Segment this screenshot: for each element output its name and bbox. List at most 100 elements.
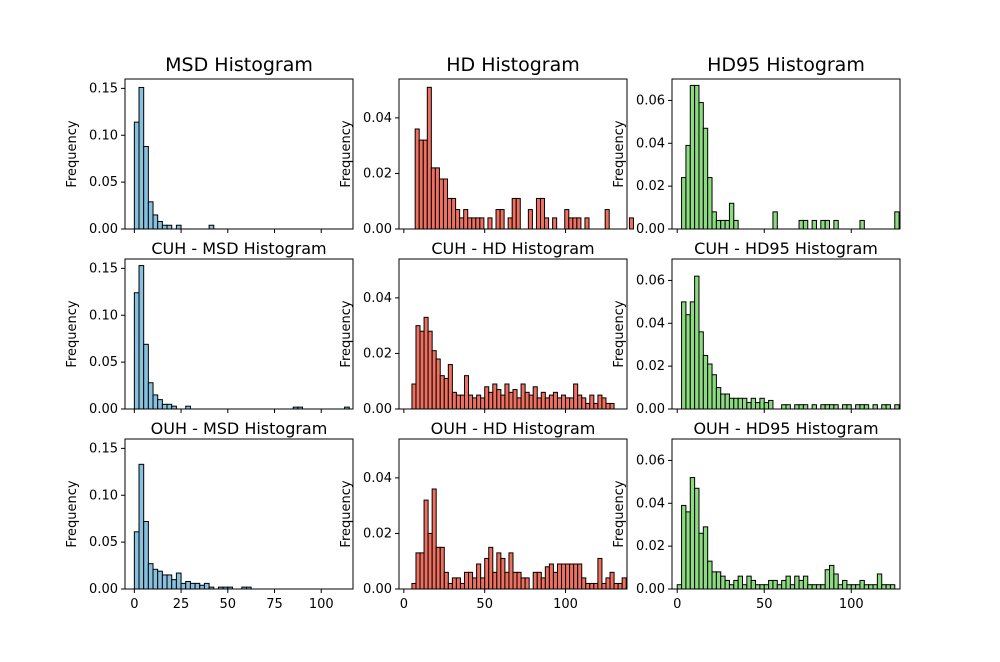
histogram-bar — [711, 571, 717, 590]
x-tick-label: 50 — [756, 597, 773, 612]
bars — [681, 84, 900, 230]
histogram-bar — [604, 209, 610, 230]
histogram-bar — [157, 221, 163, 230]
y-tick-label: 0.02 — [363, 166, 392, 181]
histogram-bar — [842, 404, 848, 410]
bars — [133, 463, 252, 590]
histogram-bar — [459, 394, 465, 410]
histogram-bar — [577, 394, 583, 410]
histogram-bar — [492, 571, 498, 590]
histogram-bar — [807, 584, 813, 590]
histogram-bar — [872, 404, 878, 410]
histogram-bar — [859, 404, 865, 410]
histogram-bar — [414, 128, 420, 230]
histogram-bar — [443, 377, 449, 410]
histogram-bar — [540, 577, 546, 590]
histogram-bar — [698, 102, 704, 230]
histogram-bar — [499, 209, 505, 230]
histogram-bar — [447, 364, 453, 410]
bars — [411, 316, 615, 410]
bars — [414, 86, 634, 230]
axes-frame — [398, 78, 628, 230]
y-tick-label: 0.02 — [636, 359, 665, 374]
histogram-bar — [733, 219, 739, 230]
histogram-bar — [733, 579, 739, 590]
histogram-bar — [702, 127, 709, 230]
histogram-bar — [435, 358, 441, 410]
x-tick-label: 50 — [476, 597, 493, 612]
histogram-bar — [597, 394, 603, 410]
histogram-bar — [815, 584, 822, 590]
histogram-bar — [544, 566, 550, 590]
histogram-bar — [685, 144, 691, 230]
y-axis-label: Frequency — [339, 480, 354, 547]
histogram-bar — [422, 139, 428, 230]
histogram-bar — [161, 224, 168, 230]
histogram-bar — [166, 574, 173, 590]
histogram-bar — [415, 552, 421, 590]
y-tick-label: 0.00 — [89, 222, 118, 237]
histogram-bar — [715, 571, 722, 590]
y-tick-label: 0.04 — [363, 111, 392, 126]
y-tick-label: 0.04 — [636, 316, 665, 331]
histogram-bar — [175, 572, 182, 590]
histogram-bar — [802, 575, 809, 590]
histogram-bar — [759, 397, 765, 410]
histogram-bar — [544, 217, 550, 230]
histogram-bar — [556, 397, 563, 410]
histogram-bar — [459, 582, 465, 590]
histogram-bar — [492, 383, 498, 410]
histogram-bar — [488, 391, 494, 410]
x-tick-label: 0 — [400, 597, 408, 612]
histogram-bar — [572, 217, 578, 230]
x-tick-label: 75 — [266, 597, 283, 612]
histogram-bar — [617, 582, 623, 590]
histogram-bar — [500, 557, 506, 590]
axes-frame — [398, 438, 628, 590]
histogram-bar — [885, 584, 891, 590]
y-tick-label: 0.04 — [636, 136, 665, 151]
histogram-bar — [203, 582, 210, 590]
histogram-bar — [516, 397, 522, 410]
y-tick-label: 0.00 — [363, 582, 392, 597]
chart-title: CUH - MSD Histogram — [151, 239, 326, 258]
histogram-bar — [468, 394, 474, 410]
histogram-bar — [842, 579, 848, 590]
subplot-hd-all: 0.00 0.02 0.04 HD Histogram Frequency — [339, 54, 634, 237]
histogram-bar — [846, 584, 852, 590]
y-tick-label: 0.04 — [636, 496, 665, 511]
chart-title: OUH - HD95 Histogram — [693, 419, 878, 438]
chart-title: CUH - HD Histogram — [431, 239, 594, 258]
histogram-bar — [511, 197, 517, 230]
histogram-bar — [707, 560, 713, 590]
y-tick-label: 0.06 — [636, 93, 665, 108]
histogram-bar — [472, 397, 478, 410]
histogram-bar — [157, 399, 163, 410]
histogram-bar — [824, 404, 831, 410]
histogram-bar — [561, 563, 567, 590]
bars — [133, 265, 350, 410]
histogram-bar — [833, 573, 839, 590]
histogram-bar — [552, 217, 558, 230]
histogram-bar — [889, 584, 896, 590]
histogram-bar — [423, 316, 429, 410]
histogram-bar — [881, 404, 887, 410]
histogram-bar — [427, 532, 433, 590]
histogram-bar — [584, 217, 590, 230]
histogram-bar — [556, 563, 563, 590]
y-tick-label: 0.06 — [636, 453, 665, 468]
histogram-bar — [850, 584, 857, 590]
chart-title: HD Histogram — [446, 54, 580, 76]
histogram-bar — [829, 404, 835, 410]
axes-frame — [671, 258, 901, 410]
histogram-bar — [597, 557, 603, 590]
histogram-bar — [512, 571, 518, 590]
y-tick-label: 0.02 — [363, 526, 392, 541]
histogram-bar — [152, 214, 159, 230]
y-axis-label: Frequency — [65, 120, 80, 187]
y-tick-label: 0.15 — [89, 261, 118, 276]
histogram-bar — [568, 217, 574, 230]
histogram-bar — [720, 393, 726, 410]
histogram-bar — [185, 581, 191, 590]
